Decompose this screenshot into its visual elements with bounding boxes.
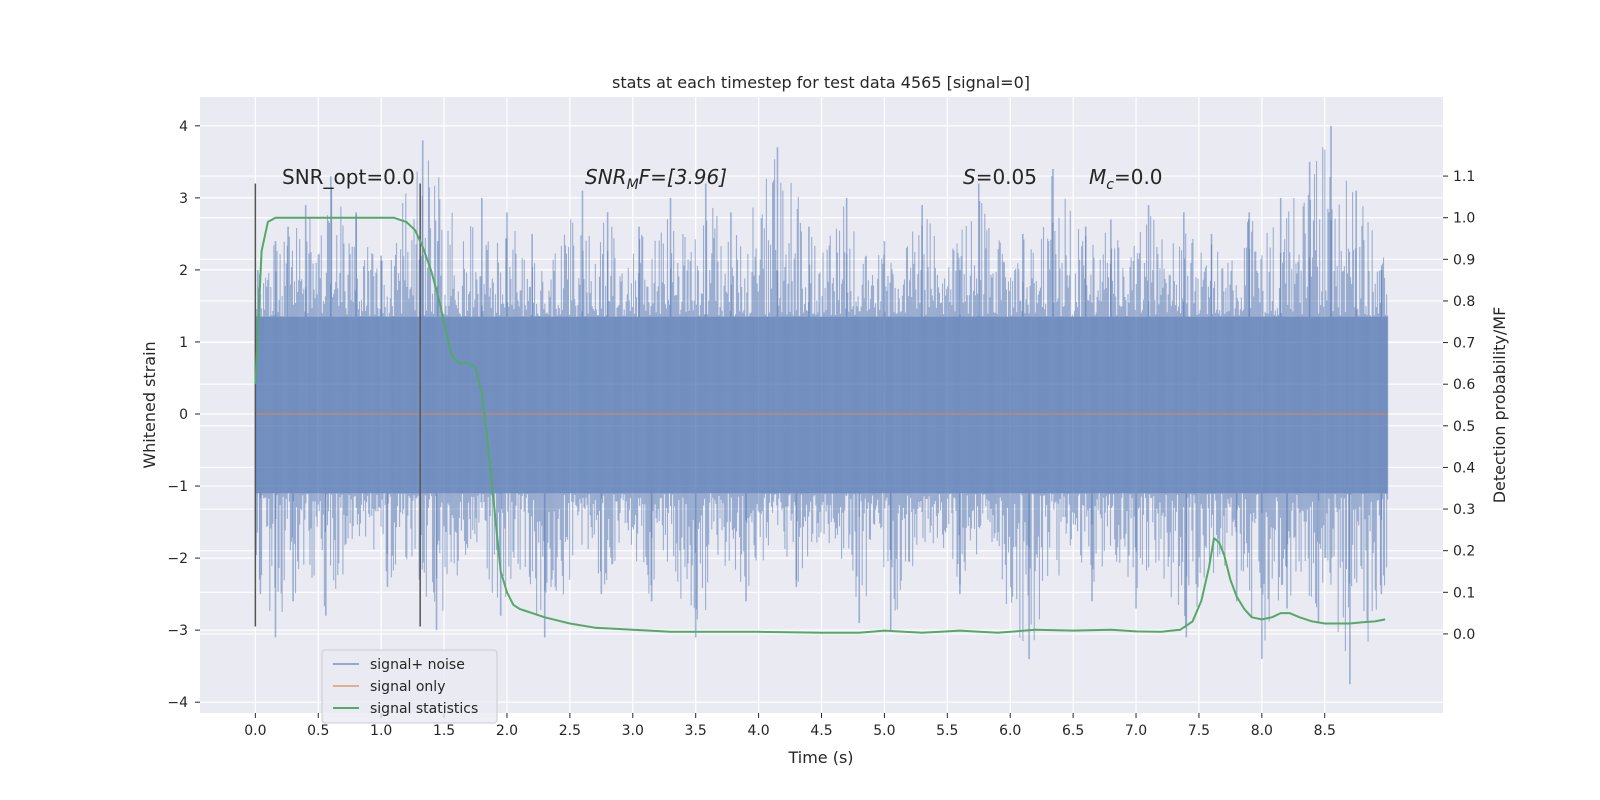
y-tick-label: −2 <box>167 551 188 567</box>
y-tick-label: 0 <box>179 407 188 423</box>
x-tick-label: 2.5 <box>559 723 581 739</box>
y2-tick-label: 1.0 <box>1453 211 1475 227</box>
x-tick-label: 7.0 <box>1125 723 1147 739</box>
x-tick-label: 0.5 <box>307 723 329 739</box>
x-tick-label: 3.5 <box>685 723 707 739</box>
x-tick-label: 5.0 <box>873 723 895 739</box>
y2-tick-label: 0.3 <box>1453 502 1475 518</box>
annotation-snr-opt: SNR_opt=0.0 <box>282 165 415 189</box>
y2-tick-label: 0.6 <box>1453 377 1475 393</box>
signal-statistics-series <box>254 216 1386 634</box>
x-tick-label: 1.0 <box>370 723 392 739</box>
x-tick-label: 3.0 <box>622 723 644 739</box>
y2-tick-label: 0.7 <box>1453 336 1475 352</box>
x-axis-label: Time (s) <box>787 748 853 767</box>
legend-box <box>321 649 498 724</box>
y-tick-label: 1 <box>179 335 188 351</box>
legend-label-noise: signal+ noise <box>370 657 465 673</box>
x-tick-label: 0.0 <box>244 723 266 739</box>
y2-axis-ticks: 1.1 1.0 0.9 0.8 0.7 0.6 0.5 0.4 0.3 0.2 0.1 0.0 <box>1443 169 1475 643</box>
x-tick-label: 1.5 <box>433 723 455 739</box>
y-axis-label: Whitened strain <box>140 341 159 468</box>
y2-tick-label: 1.1 <box>1453 169 1475 185</box>
x-tick-label: 4.5 <box>810 723 832 739</box>
x-tick-label: 7.5 <box>1188 723 1210 739</box>
vertical-markers <box>254 183 421 627</box>
x-tick-label: 8.5 <box>1314 723 1336 739</box>
y-tick-label: 3 <box>179 191 188 207</box>
y2-tick-label: 0.5 <box>1453 419 1475 435</box>
x-tick-label: 6.5 <box>1062 723 1084 739</box>
legend: signal+ noise signal only signal statist… <box>321 649 498 724</box>
x-tick-label: 2.0 <box>496 723 518 739</box>
y2-tick-label: 0.2 <box>1453 544 1475 560</box>
y2-tick-label: 0.9 <box>1453 252 1475 268</box>
legend-label-signal: signal only <box>370 679 445 695</box>
x-tick-label: 5.5 <box>936 723 958 739</box>
x-tick-label: 8.0 <box>1251 723 1273 739</box>
y2-tick-label: 0.8 <box>1453 294 1475 310</box>
y2-axis-label: Detection probability/MF <box>1490 307 1509 504</box>
y-tick-label: −4 <box>167 695 188 711</box>
y2-tick-label: 0.0 <box>1453 627 1475 643</box>
statistics-line <box>254 216 1386 634</box>
y-tick-label: 2 <box>179 263 188 279</box>
y-tick-label: −3 <box>167 623 188 639</box>
annotation-mc: Mc=0.0 <box>1089 165 1163 193</box>
legend-label-statistics: signal statistics <box>370 701 478 717</box>
annotation-s: S=0.05 <box>963 165 1037 189</box>
y2-tick-label: 0.4 <box>1453 460 1475 476</box>
signal-noise-series <box>254 125 1389 685</box>
y-tick-label: −1 <box>167 479 188 495</box>
chart-title: stats at each timestep for test data 456… <box>612 73 1030 92</box>
annotation-snr-mf: SNRMF=[3.96] <box>585 165 727 193</box>
y-tick-label: 4 <box>179 119 188 135</box>
y2-tick-label: 0.1 <box>1453 585 1475 601</box>
x-tick-label: 6.0 <box>999 723 1021 739</box>
x-tick-label: 4.0 <box>747 723 769 739</box>
y-axis-ticks: 4 3 2 1 0 −1 −2 −3 −4 <box>167 119 200 711</box>
